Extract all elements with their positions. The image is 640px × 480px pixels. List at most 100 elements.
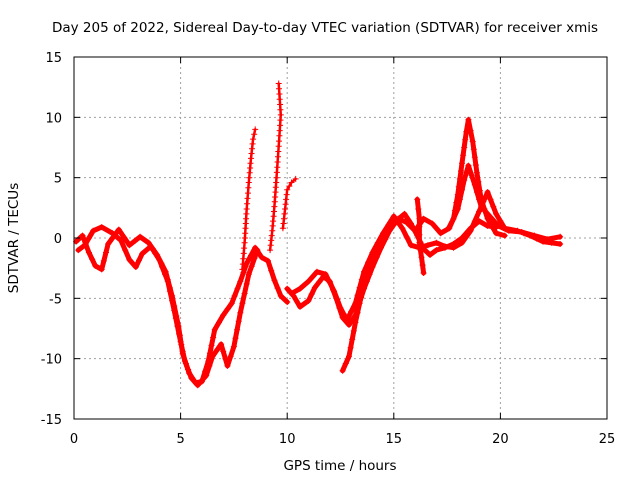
data-point [279, 225, 286, 232]
y-tick-label: 0 [54, 232, 62, 247]
data-point [484, 222, 491, 229]
data-point [228, 300, 235, 307]
data-point [424, 242, 431, 249]
data-point [234, 326, 241, 333]
data-point [98, 224, 105, 231]
data-point [240, 250, 247, 257]
data-point [454, 191, 461, 198]
data-point [241, 290, 248, 297]
y-tick-label: 5 [54, 172, 62, 187]
data-point [465, 162, 472, 169]
data-point [469, 138, 476, 145]
data-point [254, 247, 261, 254]
y-tick-label: 15 [45, 51, 62, 66]
data-point [237, 309, 244, 316]
data-point [371, 254, 378, 261]
data-point [297, 303, 303, 310]
data-point [241, 245, 248, 252]
series-track-g [414, 196, 427, 276]
data-point [390, 213, 397, 220]
data-point [244, 195, 251, 202]
data-point [245, 190, 251, 197]
data-point [342, 360, 349, 367]
data-point [419, 262, 426, 269]
data-point [274, 159, 281, 165]
data-point [210, 334, 217, 341]
data-point [350, 327, 357, 334]
data-point [89, 256, 96, 263]
data-point [354, 309, 361, 316]
data-point [268, 267, 275, 274]
data-point [209, 353, 216, 360]
data-point [442, 244, 448, 251]
data-point [459, 160, 465, 167]
data-point [243, 260, 250, 267]
data-point [243, 206, 250, 212]
data-point [174, 323, 181, 330]
data-point [433, 247, 440, 254]
data-point [557, 233, 564, 240]
data-point [234, 285, 241, 292]
data-point [267, 247, 274, 254]
data-point [131, 238, 138, 244]
data-point [245, 184, 252, 191]
data-point [250, 136, 257, 143]
data-point [171, 307, 178, 314]
data-point [450, 215, 457, 222]
data-point [179, 348, 186, 355]
data-point [349, 336, 356, 343]
data-point [132, 264, 139, 270]
data-point [384, 230, 391, 237]
data-point [176, 330, 182, 337]
data-point [347, 344, 354, 351]
data-point [231, 292, 238, 299]
data-point [185, 366, 192, 373]
data-point [136, 257, 142, 264]
data-point [139, 250, 146, 257]
data-point [456, 175, 463, 182]
data-point [277, 106, 284, 113]
data-point [103, 249, 109, 256]
data-point [416, 231, 423, 238]
data-point [311, 284, 318, 291]
data-point [417, 247, 424, 254]
data-point [416, 239, 423, 246]
data-point [284, 285, 291, 292]
data-point [92, 262, 99, 269]
data-point [248, 263, 255, 270]
data-point [415, 206, 422, 212]
series-line [289, 189, 563, 323]
data-point [418, 254, 425, 261]
data-point [121, 234, 128, 241]
data-point [245, 271, 252, 278]
data-point [473, 169, 480, 176]
data-point [501, 232, 508, 239]
data-point [437, 230, 444, 237]
data-point [251, 131, 258, 138]
data-point [265, 257, 271, 264]
series-track-d [288, 189, 564, 324]
data-point [493, 224, 500, 231]
data-point [401, 210, 408, 217]
data-point [126, 242, 133, 249]
data-point [497, 218, 504, 225]
data-point [277, 101, 284, 108]
data-point [218, 341, 225, 348]
data-point [476, 187, 483, 194]
data-point [277, 292, 284, 299]
data-point [292, 175, 299, 182]
data-point [220, 348, 227, 355]
data-point [481, 206, 488, 212]
data-point [126, 256, 133, 263]
data-point [461, 144, 468, 151]
data-point [252, 126, 259, 133]
data-point [297, 285, 303, 292]
x-tick-label: 15 [386, 432, 403, 447]
data-point [348, 308, 355, 315]
data-point [322, 271, 329, 278]
data-point [407, 220, 414, 227]
data-point [346, 353, 352, 360]
data-point [220, 312, 227, 319]
data-point [216, 319, 222, 326]
data-point [156, 256, 163, 263]
